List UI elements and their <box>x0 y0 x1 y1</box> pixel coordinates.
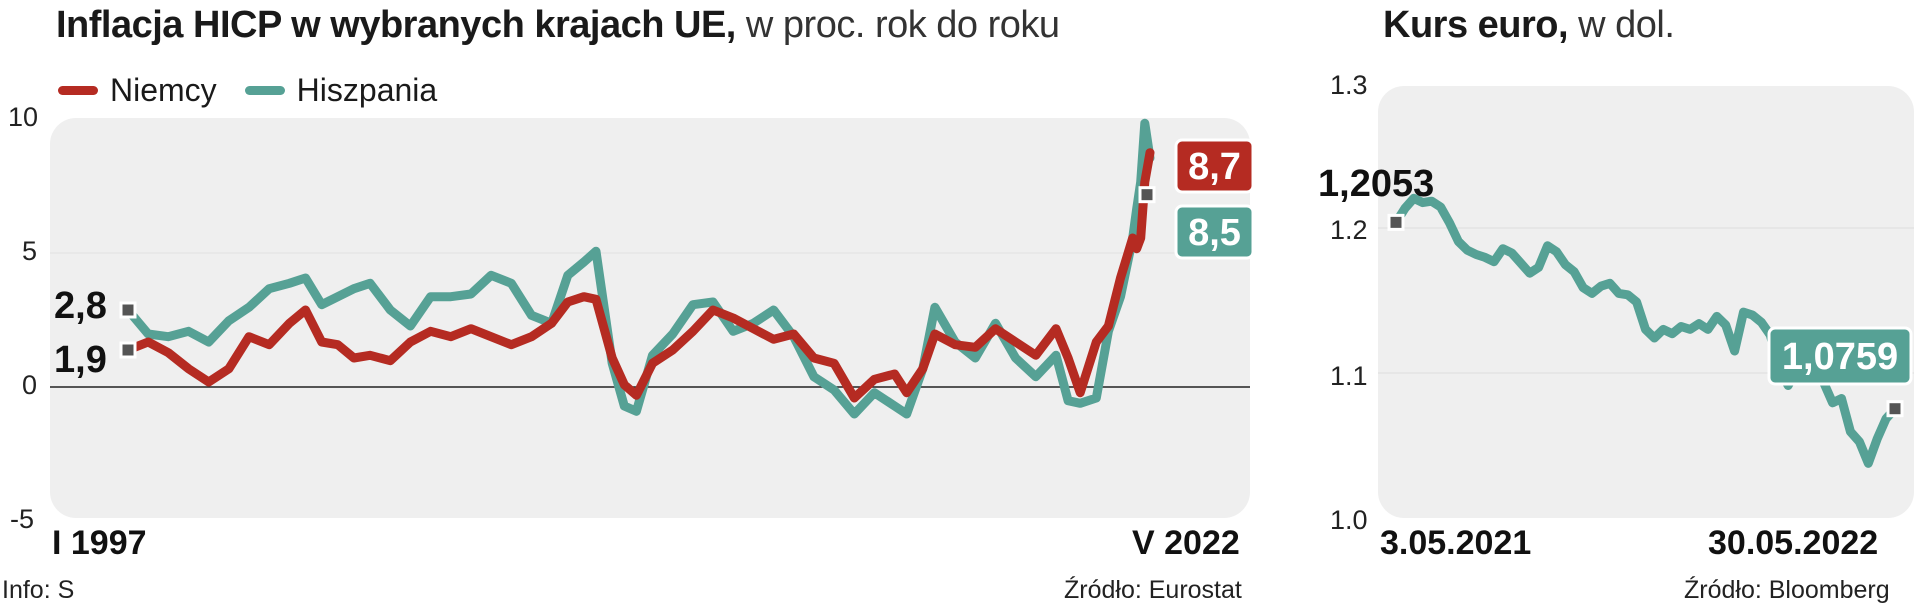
right-ytick-1-2: 1.2 <box>1330 215 1368 245</box>
right-ytick-1-3: 1.3 <box>1330 70 1368 100</box>
source-bloomberg: Źródło: Bloomberg <box>1684 576 1890 604</box>
legend-swatch-germany <box>58 86 98 95</box>
label-spain-start: 2,8 <box>54 285 107 327</box>
left-title-bold: Inflacja HICP w wybranych krajach UE, <box>56 4 736 46</box>
label-germany-start: 1,9 <box>54 339 107 381</box>
label-germany-end-box <box>1174 138 1255 194</box>
right-chart-title: Kurs euro, w dol. <box>1383 4 1675 47</box>
label-eur-start: 1,2053 <box>1318 163 1434 205</box>
left-x-start-label: I 1997 <box>52 524 147 562</box>
marker-end <box>1138 186 1156 204</box>
marker-eur-end <box>1886 400 1904 418</box>
marker-eur-start <box>1387 213 1405 231</box>
series-line-germany <box>123 148 1155 403</box>
left-title-light: w proc. rok do roku <box>745 4 1060 46</box>
source-eurostat: Źródło: Eurostat <box>1064 576 1242 604</box>
label-germany-end-text: 8,7 <box>1188 146 1241 188</box>
left-x-end-label: V 2022 <box>1132 524 1240 562</box>
legend-label-germany: Niemcy <box>110 72 217 108</box>
label-spain-end-text: 8,5 <box>1188 212 1241 254</box>
marker-spain-start <box>119 301 137 319</box>
label-spain-end-box <box>1174 204 1255 260</box>
legend-label-spain: Hiszpania <box>296 72 438 108</box>
right-x-end-label: 30.05.2022 <box>1708 524 1879 562</box>
legend-swatch-spain <box>244 86 285 95</box>
series-line-spain <box>123 118 1155 419</box>
legend-item-germany: Niemcy <box>58 72 217 109</box>
right-title-bold: Kurs euro, <box>1383 4 1569 46</box>
label-eur-end-text: 1,0759 <box>1782 336 1898 378</box>
left-plot-area <box>50 118 1250 518</box>
legend-item-spain: Hiszpania <box>244 72 438 109</box>
right-title-light: w dol. <box>1578 4 1675 46</box>
left-ytick-0: 0 <box>22 370 38 400</box>
right-ytick-1-0: 1.0 <box>1330 505 1368 535</box>
label-eur-end-box <box>1767 326 1913 386</box>
left-chart-title: Inflacja HICP w wybranych krajach UE, w … <box>56 4 1060 47</box>
info-credit: Info: S <box>2 576 75 604</box>
right-ytick-1-1: 1.1 <box>1330 361 1368 391</box>
legend: Niemcy Hiszpania <box>58 72 437 109</box>
left-ytick-10: 10 <box>8 102 39 132</box>
left-ytick-5: 5 <box>22 236 38 266</box>
right-x-start-label: 3.05.2021 <box>1380 524 1532 562</box>
marker-germany-start <box>119 341 137 359</box>
left-ytick-minus5: -5 <box>10 504 35 534</box>
right-plot-area <box>1378 86 1914 518</box>
